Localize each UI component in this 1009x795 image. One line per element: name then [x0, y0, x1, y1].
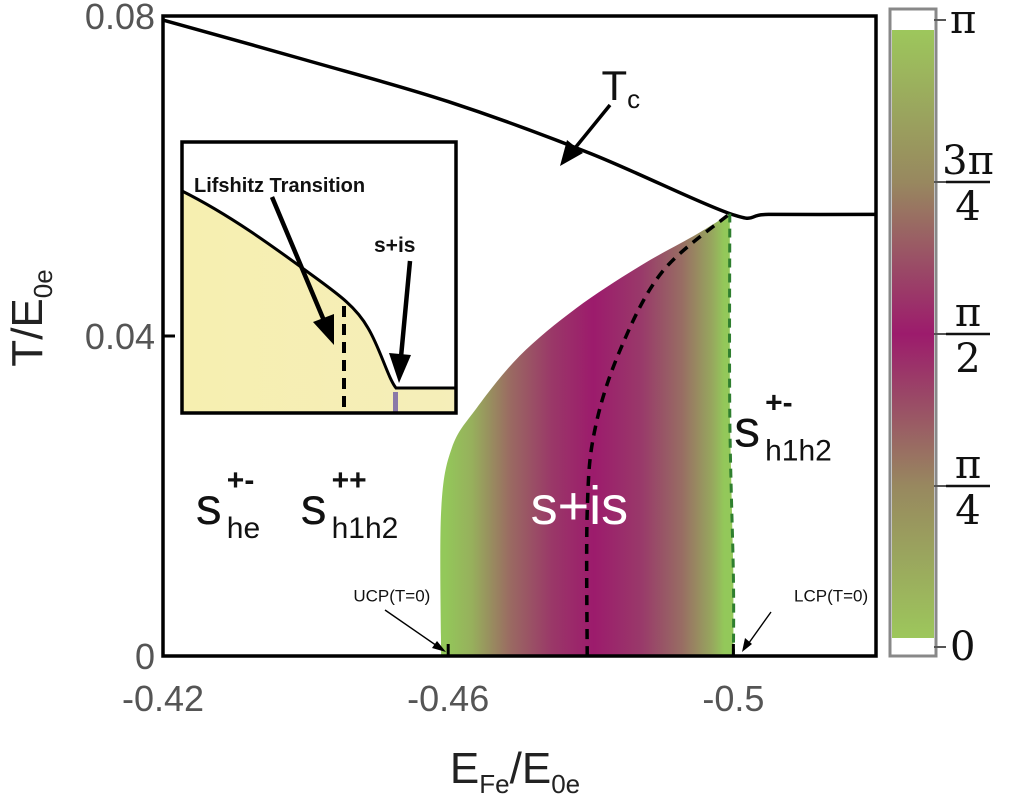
inset-tc-curve	[181, 189, 456, 390]
y-axis-title: T/E0e	[3, 269, 58, 366]
colorbar-tick-label: π	[950, 0, 976, 43]
svg-text:+-: +-	[227, 464, 255, 497]
svg-text:+-: +-	[765, 386, 793, 419]
svg-text:LCP(T=0): LCP(T=0)	[794, 587, 868, 606]
s-h1h2-plus-plus-label: s ++ h1h2	[301, 464, 399, 545]
y-tick-label: 0.04	[85, 316, 155, 357]
inset-sis-sliver	[393, 392, 398, 413]
inset-plot: Lifshitz Transition s+is	[180, 140, 458, 415]
s-is-phase-region	[440, 213, 734, 656]
colorbar-tick-numerator: 3π	[942, 138, 994, 184]
inset-sis-label: s+is	[374, 234, 415, 257]
x-axis-ticks: -0.42 -0.46 -0.5	[122, 644, 764, 719]
tc-label: Tc	[601, 62, 640, 114]
colorbar-tick-numerator: π	[955, 290, 981, 336]
svg-text:he: he	[227, 512, 260, 545]
colorbar-fill	[892, 30, 934, 638]
x-tick-label: -0.5	[702, 678, 764, 719]
right-boundary-dashed	[728, 213, 736, 656]
y-tick-label: 0	[135, 636, 155, 677]
colorbar-tick-numerator: π	[955, 442, 981, 488]
s-h1h2-plus-minus-label: s +- h1h2	[734, 386, 832, 467]
svg-text:UCP(T=0): UCP(T=0)	[353, 587, 430, 606]
ucp-annotation: UCP(T=0)	[353, 587, 446, 652]
y-axis-ticks: 0 0.04 0.08	[85, 0, 175, 677]
colorbar-tick-label: 0	[950, 624, 975, 670]
inset-lifshitz-label: Lifshitz Transition	[194, 175, 365, 197]
lcp-annotation: LCP(T=0)	[742, 587, 868, 652]
colorbar-tick-denominator: 4	[955, 488, 980, 534]
svg-text:s: s	[734, 400, 760, 458]
tc-annotation: Tc	[560, 62, 640, 166]
svg-text:++: ++	[332, 464, 367, 497]
svg-text:h1h2: h1h2	[765, 434, 832, 467]
x-tick-label: -0.42	[122, 678, 204, 719]
s-he-label: s +- he	[196, 464, 260, 545]
max-phase-dashed-line	[584, 212, 731, 656]
colorbar-tick-denominator: 2	[955, 336, 980, 382]
x-tick-label: -0.46	[407, 678, 489, 719]
x-axis-title: EFe/E0e	[450, 744, 580, 795]
colorbar-tick-denominator: 4	[955, 184, 980, 230]
inset-filled-region	[182, 191, 456, 413]
svg-text:s: s	[196, 478, 222, 536]
y-tick-label: 0.08	[85, 0, 155, 37]
svg-text:s: s	[301, 478, 327, 536]
s-is-label: s+is	[531, 476, 629, 536]
svg-text:h1h2: h1h2	[332, 512, 399, 545]
